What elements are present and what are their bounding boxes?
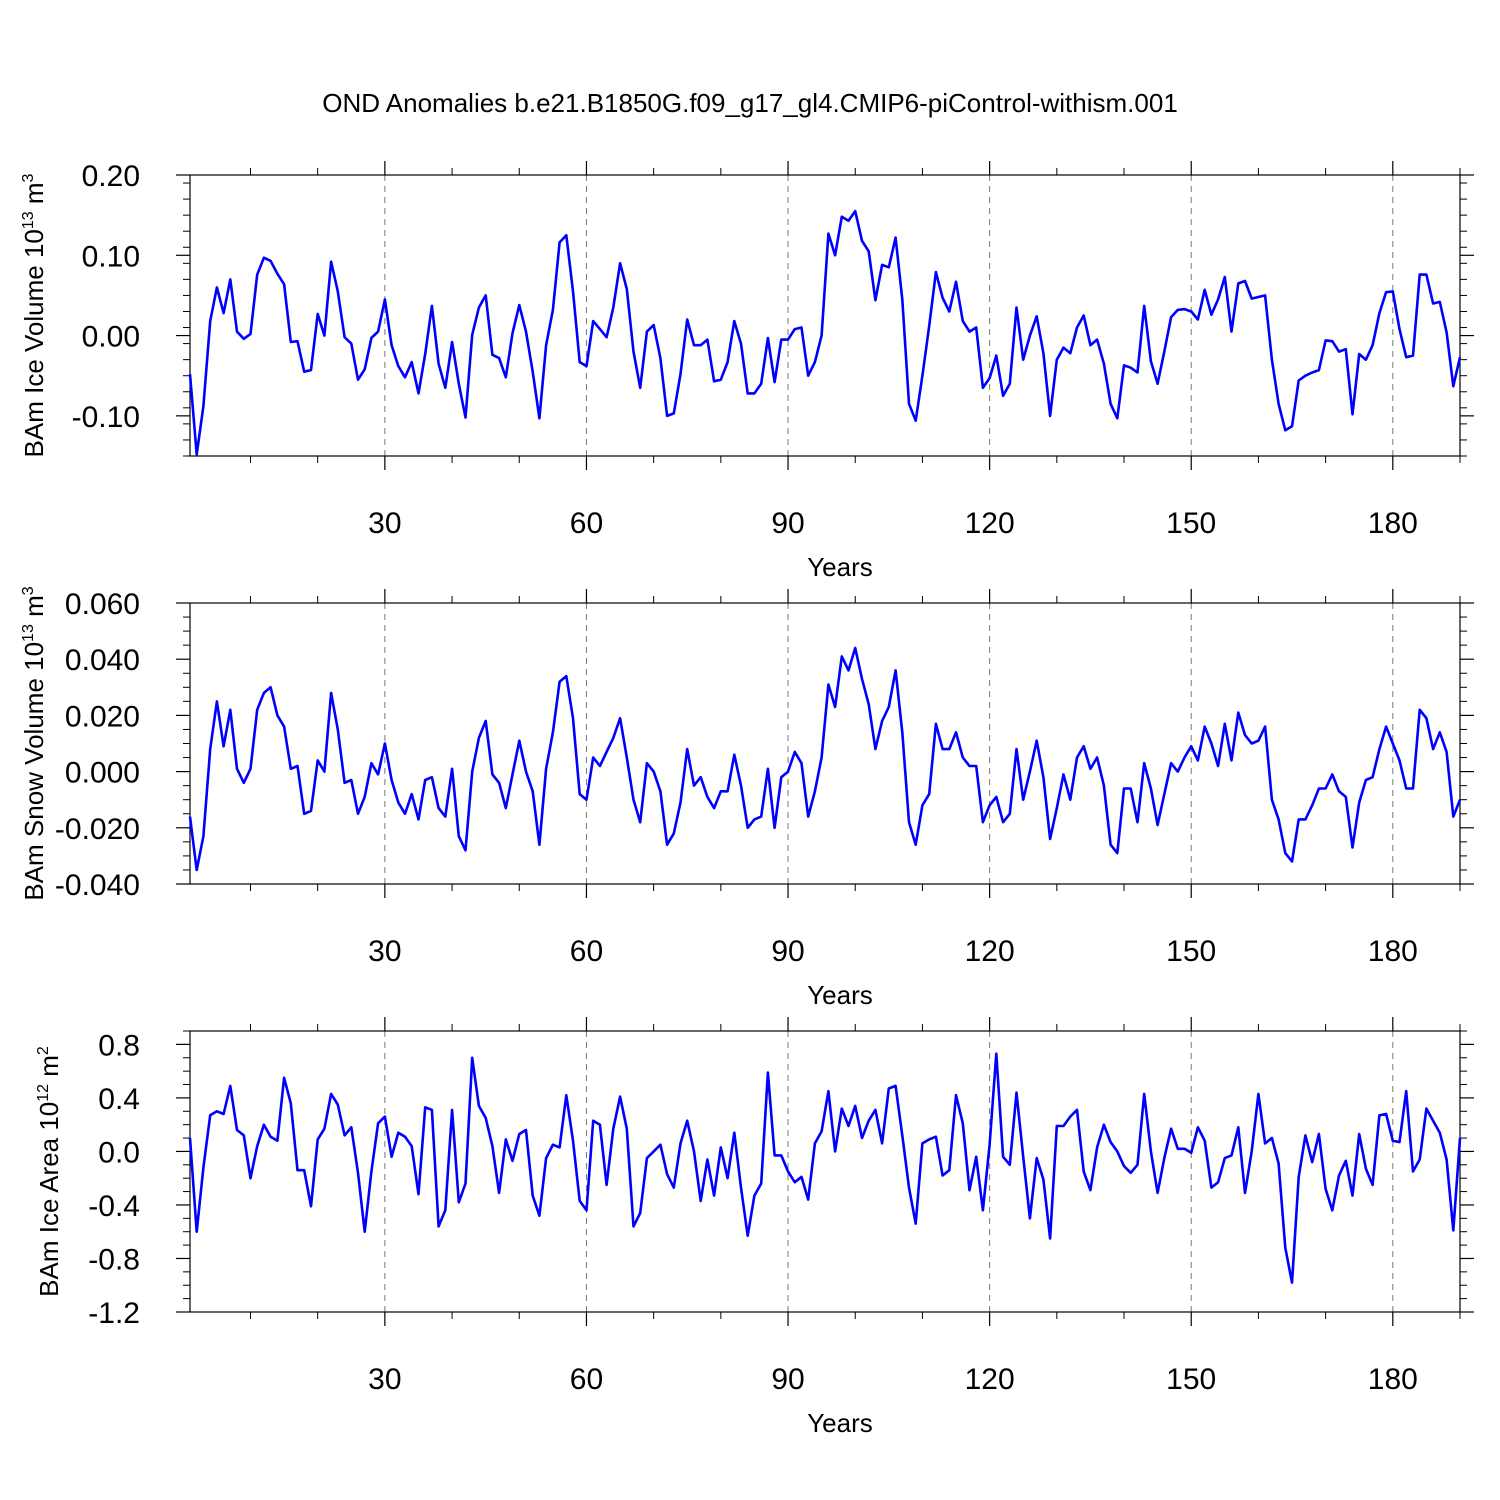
y-tick-label: 0.040 (65, 644, 140, 677)
chart-panel-3: 30 60 90 120 150 180 -1.2 -0.8 -0.4 0.0 0.4 0.8 Year… (34, 1017, 1474, 1438)
plot-frame (189, 602, 1461, 885)
x-tick-label: 120 (965, 1363, 1015, 1396)
y-tick-label: 0.8 (98, 1029, 140, 1062)
y-tick-label: 0.060 (65, 588, 140, 621)
y-tick-label: -0.8 (88, 1243, 140, 1276)
x-tick-label: 120 (965, 935, 1015, 968)
x-tick-label: 180 (1368, 507, 1418, 540)
y-axis-title: BAm Ice Area 1012 m2 (34, 1046, 64, 1297)
x-tick-label: 180 (1368, 935, 1418, 968)
x-tick-label: 150 (1166, 1363, 1216, 1396)
x-tick-label: 30 (368, 935, 401, 968)
y-tick-label: -0.040 (55, 869, 140, 902)
series-line (188, 1052, 1462, 1284)
x-axis-title: Years (807, 980, 873, 1010)
chart-panel-1: 30 60 90 120 150 180 -0.10 0.00 0.10 0.20 Years BAm… (19, 160, 1474, 582)
y-tick-label: -1.2 (88, 1297, 140, 1330)
y-tick-label: 0.20 (82, 160, 140, 193)
series-line (188, 209, 1462, 456)
x-tick-label: 30 (368, 507, 401, 540)
x-axis-title: Years (807, 1408, 873, 1438)
x-tick-label: 120 (965, 507, 1015, 540)
y-tick-label: 0.4 (98, 1083, 140, 1116)
x-tick-label: 90 (771, 935, 804, 968)
series-line (188, 646, 1462, 872)
y-axis-title: BAm Snow Volume 1013 m3 (19, 586, 49, 900)
x-tick-label: 90 (771, 1363, 804, 1396)
x-axis-title: Years (807, 552, 873, 582)
y-tick-label: 0.000 (65, 757, 140, 790)
y-tick-label: 0.0 (98, 1136, 140, 1169)
x-tick-label: 180 (1368, 1363, 1418, 1396)
x-tick-label: 150 (1166, 507, 1216, 540)
chart-title: OND Anomalies b.e21.B1850G.f09_g17_gl4.C… (322, 88, 1178, 118)
y-tick-label: 0.10 (82, 240, 140, 273)
y-tick-label: -0.020 (55, 813, 140, 846)
x-tick-label: 150 (1166, 935, 1216, 968)
x-tick-label: 60 (570, 935, 603, 968)
y-tick-label: 0.00 (82, 321, 140, 354)
x-tick-label: 60 (570, 507, 603, 540)
plot-frame (189, 174, 1461, 457)
plot-frame (189, 1030, 1461, 1313)
x-tick-label: 60 (570, 1363, 603, 1396)
chart-panel-2: 30 60 90 120 150 180 -0.040 -0.020 0.000 0.020 0.0… (19, 586, 1474, 1010)
y-tick-label: 0.020 (65, 700, 140, 733)
x-tick-label: 30 (368, 1363, 401, 1396)
x-tick-label: 90 (771, 507, 804, 540)
y-tick-label: -0.10 (72, 401, 140, 434)
y-axis-title: BAm Ice Volume 1013 m3 (19, 173, 49, 457)
y-tick-label: -0.4 (88, 1190, 140, 1223)
